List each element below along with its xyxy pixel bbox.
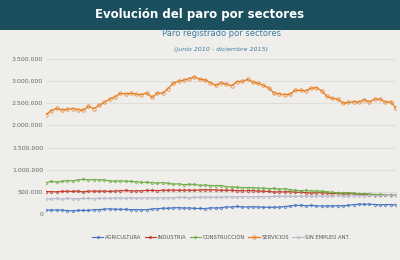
INDUSTRIA	[86, 190, 91, 193]
INDUSTRIA	[394, 194, 398, 197]
Line: CONSTRUCCIÓN: CONSTRUCCIÓN	[45, 178, 397, 197]
INDUSTRIA	[203, 188, 208, 191]
CONSTRUCCIÓN	[388, 194, 393, 197]
SIN EMPLEO ANT.	[372, 194, 377, 197]
INDUSTRIA	[388, 194, 393, 197]
Line: INDUSTRIA: INDUSTRIA	[45, 189, 397, 197]
Line: AGRICULTURA: AGRICULTURA	[45, 203, 397, 212]
Text: Paro registrado por sectores: Paro registrado por sectores	[162, 29, 280, 38]
SERVICIOS	[314, 86, 319, 89]
SIN EMPLEO ANT.	[394, 193, 398, 197]
AGRICULTURA	[314, 204, 319, 207]
SERVICIOS	[97, 104, 102, 107]
AGRICULTURA	[70, 209, 75, 212]
CONSTRUCCIÓN	[314, 189, 319, 192]
AGRICULTURA	[192, 207, 197, 210]
AGRICULTURA	[44, 208, 48, 211]
SERVICIOS	[208, 81, 213, 84]
AGRICULTURA	[91, 208, 96, 211]
INDUSTRIA	[367, 193, 372, 196]
Legend: AGRICULTURA, INDUSTRIA, CONSTRUCCIÓN, SERVICIOS, SIN EMPLEO ANT.: AGRICULTURA, INDUSTRIA, CONSTRUCCIÓN, SE…	[90, 233, 352, 242]
INDUSTRIA	[44, 190, 48, 193]
CONSTRUCCIÓN	[192, 183, 197, 186]
INDUSTRIA	[187, 188, 192, 192]
AGRICULTURA	[394, 203, 398, 206]
CONSTRUCCIÓN	[208, 184, 213, 187]
SERVICIOS	[86, 105, 91, 108]
AGRICULTURA	[76, 209, 80, 212]
AGRICULTURA	[372, 203, 377, 206]
CONSTRUCCIÓN	[44, 181, 48, 184]
INDUSTRIA	[208, 188, 213, 191]
SIN EMPLEO ANT.	[208, 196, 213, 199]
SERVICIOS	[187, 77, 192, 80]
SIN EMPLEO ANT.	[91, 197, 96, 200]
Text: Evolución del paro por sectores: Evolución del paro por sectores	[96, 8, 304, 21]
SERVICIOS	[192, 75, 197, 79]
CONSTRUCCIÓN	[367, 192, 372, 195]
INDUSTRIA	[70, 190, 75, 193]
SIN EMPLEO ANT.	[314, 195, 319, 198]
SIN EMPLEO ANT.	[44, 197, 48, 200]
AGRICULTURA	[356, 203, 361, 206]
CONSTRUCCIÓN	[70, 179, 75, 183]
Line: SERVICIOS: SERVICIOS	[44, 75, 398, 116]
CONSTRUCCIÓN	[81, 178, 86, 181]
SIN EMPLEO ANT.	[60, 198, 64, 201]
AGRICULTURA	[208, 206, 213, 209]
SIN EMPLEO ANT.	[102, 197, 107, 200]
CONSTRUCCIÓN	[91, 178, 96, 181]
INDUSTRIA	[314, 191, 319, 194]
CONSTRUCCIÓN	[394, 194, 398, 197]
SERVICIOS	[394, 107, 398, 110]
Text: (junio 2010 - diciembre 2015): (junio 2010 - diciembre 2015)	[174, 47, 268, 52]
SERVICIOS	[372, 98, 377, 101]
SIN EMPLEO ANT.	[192, 196, 197, 199]
SERVICIOS	[44, 113, 48, 116]
Line: SIN EMPLEO ANT.: SIN EMPLEO ANT.	[45, 194, 397, 200]
